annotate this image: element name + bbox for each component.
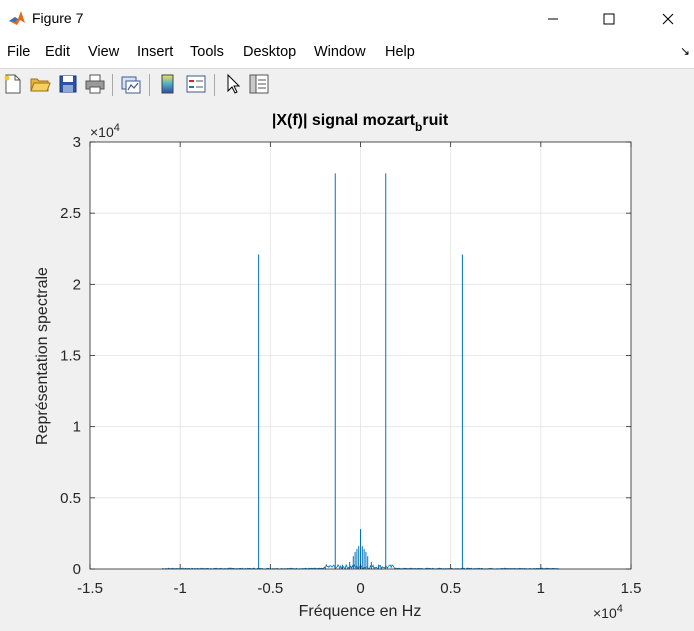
menu-insert[interactable]: Insert bbox=[137, 44, 174, 60]
open-file-icon[interactable] bbox=[29, 73, 51, 95]
y-axis-label: Représentation spectrale bbox=[34, 267, 51, 445]
ticks bbox=[89, 141, 632, 570]
chart-title: |X(f)| signal mozartbruit bbox=[272, 112, 449, 134]
close-button[interactable] bbox=[645, 0, 691, 38]
y-tick-label: 0 bbox=[73, 561, 81, 578]
print-icon[interactable] bbox=[84, 73, 106, 95]
y-exponent-label: ×104 bbox=[90, 122, 120, 140]
x-exponent-label: ×104 bbox=[593, 603, 623, 621]
x-axis-label: Fréquence en Hz bbox=[299, 603, 422, 620]
tick-labels: -1.5 -1 -0.5 0 0.5 1 1.5 0 0.5 1 1.5 2 2.5 3 bbox=[60, 134, 641, 597]
legend-icon[interactable] bbox=[185, 73, 207, 95]
x-tick-label: 1.5 bbox=[621, 580, 642, 597]
window-title: Figure 7 bbox=[32, 10, 84, 26]
dock-arrow-icon[interactable]: ↘ bbox=[679, 44, 690, 58]
x-tick-label: -0.5 bbox=[257, 580, 283, 597]
colorbar-icon[interactable] bbox=[157, 73, 179, 95]
window-titlebar: Figure 7 bbox=[0, 0, 694, 38]
menu-window[interactable]: Window bbox=[314, 44, 366, 60]
save-icon[interactable] bbox=[57, 73, 79, 95]
y-tick-label: 0.5 bbox=[60, 490, 81, 507]
menu-desktop[interactable]: Desktop bbox=[243, 44, 297, 60]
x-tick-label: -1 bbox=[173, 580, 186, 597]
maximize-icon bbox=[603, 13, 615, 25]
pointer-icon[interactable] bbox=[222, 73, 244, 95]
link-plot-icon[interactable] bbox=[120, 73, 142, 95]
y-tick-label: 3 bbox=[73, 134, 81, 151]
menu-view[interactable]: View bbox=[88, 44, 120, 60]
menu-tools[interactable]: Tools bbox=[190, 44, 224, 60]
y-tick-label: 2 bbox=[73, 276, 81, 293]
menu-help[interactable]: Help bbox=[385, 44, 415, 60]
menu-edit[interactable]: Edit bbox=[45, 44, 70, 60]
y-tick-label: 1 bbox=[73, 419, 81, 436]
toolbar-separator bbox=[214, 74, 215, 96]
spectrum-plot[interactable]: -1.5 -1 -0.5 0 0.5 1 1.5 0 0.5 1 1.5 2 2.5 3 ×104 ×10… bbox=[0, 101, 694, 626]
menu-bar: File Edit View Insert Tools Desktop Wind… bbox=[0, 38, 694, 68]
minimize-icon bbox=[548, 18, 558, 20]
toolbar-separator bbox=[149, 74, 150, 96]
minimize-button[interactable] bbox=[530, 0, 576, 38]
new-figure-icon[interactable] bbox=[2, 73, 24, 95]
property-inspector-icon[interactable] bbox=[248, 73, 270, 95]
grid-lines bbox=[90, 142, 631, 569]
close-icon bbox=[662, 13, 674, 25]
y-tick-label: 1.5 bbox=[60, 348, 81, 365]
menu-file[interactable]: File bbox=[7, 44, 31, 60]
x-tick-label: 1 bbox=[537, 580, 545, 597]
figure-canvas: -1.5 -1 -0.5 0 0.5 1 1.5 0 0.5 1 1.5 2 2.5 3 ×104 ×10… bbox=[0, 101, 694, 626]
x-tick-label: 0 bbox=[356, 580, 364, 597]
x-tick-label: 0.5 bbox=[440, 580, 461, 597]
y-tick-label: 2.5 bbox=[60, 205, 81, 222]
x-tick-label: -1.5 bbox=[77, 580, 103, 597]
matlab-app-icon bbox=[8, 9, 26, 27]
figure-toolbar bbox=[0, 68, 694, 102]
toolbar-separator bbox=[112, 74, 113, 96]
maximize-button[interactable] bbox=[586, 0, 632, 38]
